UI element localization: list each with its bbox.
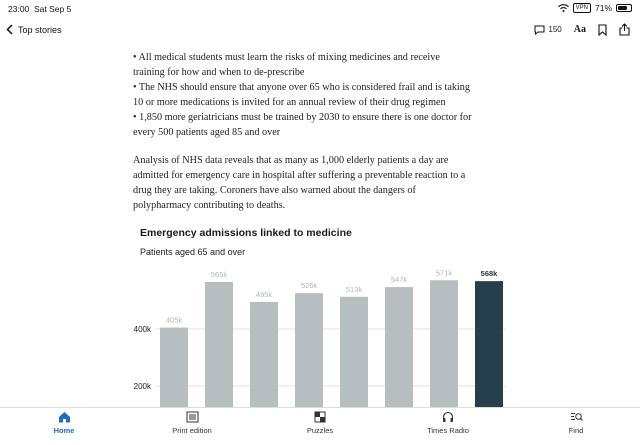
list-item: • The NHS should ensure that anyone over… bbox=[133, 82, 470, 93]
paragraph-line: drug they are taking. Coroners have also… bbox=[133, 185, 416, 196]
tab-times-radio[interactable]: Times Radio bbox=[393, 411, 503, 435]
back-button[interactable]: Top stories bbox=[6, 24, 62, 35]
article-paragraph: Analysis of NHS data reveals that as man… bbox=[133, 153, 513, 213]
paragraph-line: Analysis of NHS data reveals that as man… bbox=[133, 155, 449, 166]
recommendations-list: • All medical students must learn the ri… bbox=[133, 50, 513, 140]
tab-puzzles[interactable]: Puzzles bbox=[265, 411, 375, 435]
article-body: • All medical students must learn the ri… bbox=[133, 50, 513, 227]
vpn-badge: VPN bbox=[572, 3, 591, 13]
chart-bar bbox=[340, 296, 368, 407]
status-indicators: VPN 71% bbox=[557, 3, 632, 13]
nav-actions: 150 Aa bbox=[534, 23, 630, 36]
bookmark-icon[interactable] bbox=[598, 23, 607, 36]
bar-value-label: 565k bbox=[211, 270, 228, 279]
y-tick-label: 400k bbox=[134, 325, 152, 334]
paragraph-line: polypharmacy contributing to deaths. bbox=[133, 200, 286, 211]
clock: 23:00 bbox=[8, 4, 30, 14]
font-size-button[interactable]: Aa bbox=[573, 24, 586, 35]
bar-value-label: 405k bbox=[166, 316, 183, 325]
chart-bar bbox=[205, 281, 233, 407]
bar-value-label: 513k bbox=[346, 285, 363, 294]
list-item: • 1,850 more geriatricians must be train… bbox=[133, 112, 472, 123]
tab-label: Times Radio bbox=[427, 426, 469, 435]
status-date: Sat Sep 5 bbox=[34, 4, 72, 14]
tab-print-edition[interactable]: Print edition bbox=[137, 411, 247, 435]
comments-button[interactable]: 150 bbox=[534, 25, 562, 35]
tab-label: Puzzles bbox=[306, 426, 334, 435]
bar-value-label: 568k bbox=[481, 269, 499, 278]
puzzle-icon bbox=[314, 411, 326, 423]
find-icon bbox=[570, 413, 583, 421]
list-item: 10 or more medications is invited for an… bbox=[133, 97, 446, 108]
comment-icon bbox=[534, 25, 545, 35]
tab-label: Find bbox=[568, 426, 584, 435]
bar-value-label: 547k bbox=[391, 275, 408, 284]
chart-bar bbox=[385, 287, 413, 407]
battery-fill bbox=[618, 6, 627, 10]
newspaper-icon bbox=[186, 411, 198, 423]
chart-bar bbox=[160, 327, 188, 407]
bar-value-label: 495k bbox=[256, 290, 273, 299]
bar-value-label: 571k bbox=[436, 268, 453, 277]
list-item: every 500 patients aged 85 and over bbox=[133, 127, 281, 138]
chart-bar bbox=[475, 281, 503, 407]
tab-find[interactable]: Find bbox=[521, 411, 631, 435]
tab-label: Print edition bbox=[172, 426, 212, 435]
share-icon[interactable] bbox=[619, 23, 630, 36]
comment-count: 150 bbox=[548, 25, 562, 34]
battery-icon bbox=[616, 4, 632, 12]
tab-label: Home bbox=[53, 426, 75, 435]
y-tick-label: 200k bbox=[134, 382, 152, 391]
chevron-left-icon bbox=[6, 24, 13, 35]
chart-bar bbox=[430, 280, 458, 407]
battery-percent: 71% bbox=[594, 3, 612, 13]
list-item: training for how and when to de-prescrib… bbox=[133, 67, 305, 78]
article-nav-bar: Top stories 150 Aa bbox=[0, 20, 640, 44]
tab-home[interactable]: Home bbox=[9, 411, 119, 435]
bar-value-label: 526k bbox=[301, 281, 318, 290]
admissions-bar-chart: 200k 400k 405k 565k 495k 526k 513k 547k 571k 568k bbox=[134, 268, 506, 407]
status-time: 23:00 Sat Sep 5 bbox=[8, 4, 71, 14]
chart-bar bbox=[295, 293, 323, 407]
paragraph-line: admitted for emergency care in hospital … bbox=[133, 170, 466, 181]
wifi-icon bbox=[557, 4, 569, 12]
bottom-tab-bar: Home Print edition Puzzles Times Radio F… bbox=[0, 407, 640, 445]
chart-title: Emergency admissions linked to medicine bbox=[140, 227, 352, 239]
headphones-icon bbox=[442, 411, 454, 422]
back-label: Top stories bbox=[18, 24, 62, 35]
list-item: • All medical students must learn the ri… bbox=[133, 52, 440, 63]
home-icon bbox=[58, 412, 70, 423]
status-bar: 23:00 Sat Sep 5 VPN 71% bbox=[0, 0, 640, 18]
chart-subtitle: Patients aged 65 and over bbox=[140, 247, 246, 257]
chart-bar bbox=[250, 301, 278, 407]
